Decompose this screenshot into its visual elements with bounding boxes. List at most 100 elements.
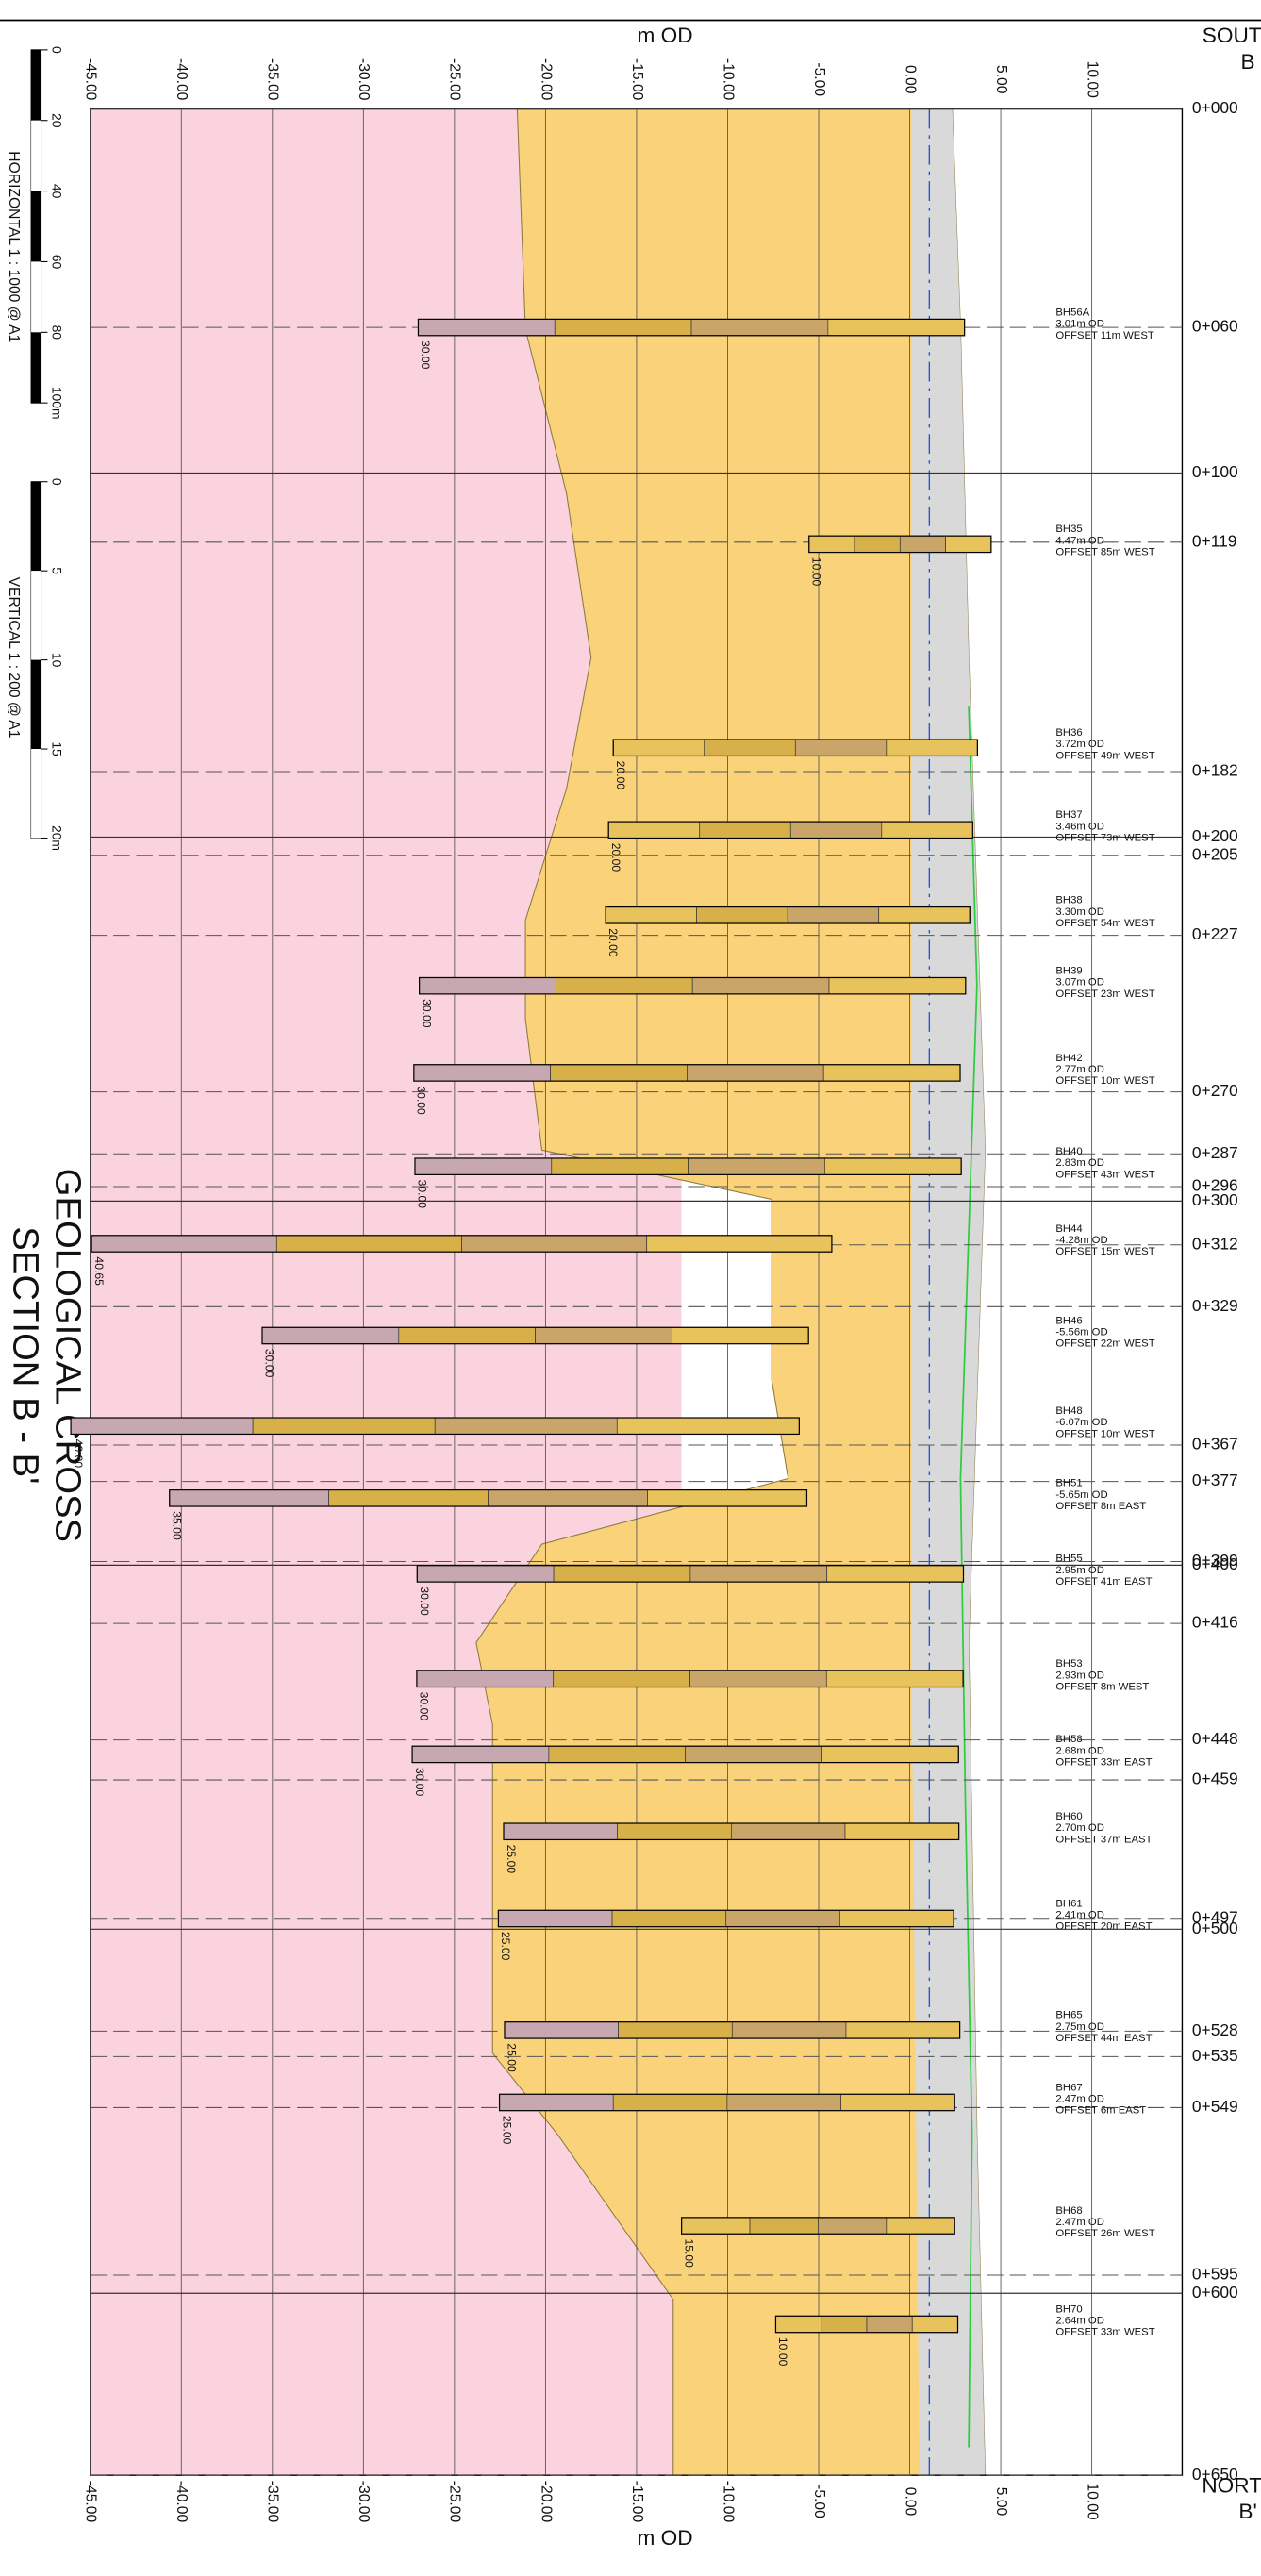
borehole-offset: OFFSET 20m EAST [1055, 1921, 1152, 1933]
scale-segment [31, 482, 41, 571]
south-label-section: B [1241, 50, 1255, 74]
borehole-stratum [648, 1490, 807, 1506]
borehole-stratum [253, 1418, 435, 1434]
scale-tick-label: 100m [50, 387, 65, 420]
borehole-offset: OFFSET 33m EAST [1055, 1757, 1152, 1769]
borehole-stratum [672, 1327, 808, 1343]
chainage-label: 0+182 [1192, 761, 1238, 780]
borehole-stratum [824, 1158, 961, 1174]
title-line: GEOLOGICAL CROSS [48, 1169, 89, 1542]
borehole-depth: 30.00 [413, 1768, 426, 1797]
od-tick-label-top: -5.00 [811, 62, 827, 96]
borehole-stratum [554, 1566, 690, 1582]
chainage-label: 0+300 [1192, 1190, 1238, 1209]
borehole-stratum [262, 1327, 399, 1343]
borehole-stratum [414, 1065, 551, 1081]
borehole-stratum [887, 740, 978, 756]
borehole-stratum [618, 1823, 732, 1839]
scale-segment [31, 121, 41, 191]
borehole-od: 2.83m OD [1055, 1157, 1103, 1169]
borehole-stratum [697, 907, 788, 923]
borehole-stratum [612, 1910, 726, 1926]
scale-segment [31, 332, 41, 403]
od-tick-label-top: 0.00 [902, 65, 918, 94]
od-tick-label-bottom: 10.00 [1084, 2483, 1100, 2519]
borehole-od: 2.47m OD [1055, 2217, 1103, 2228]
borehole-od: -6.07m OD [1055, 1417, 1107, 1428]
borehole-stratum [726, 1910, 840, 1926]
borehole-depth: 25.00 [506, 2043, 519, 2072]
borehole-depth: 25.00 [505, 1845, 518, 1874]
borehole-offset: OFFSET 41m EAST [1055, 1576, 1152, 1587]
borehole-stratum [417, 1670, 554, 1687]
chainage-label: 0+459 [1192, 1770, 1238, 1788]
borehole-name: BH70 [1055, 2303, 1082, 2315]
borehole-name: BH65 [1055, 2010, 1082, 2021]
borehole-offset: OFFSET 11m WEST [1055, 330, 1154, 341]
borehole-stratum [682, 2218, 750, 2234]
borehole-od: 2.95m OD [1055, 1565, 1103, 1576]
borehole-name: BH44 [1055, 1223, 1082, 1235]
borehole-depth: 40.65 [92, 1256, 106, 1286]
borehole-od: 3.07m OD [1055, 977, 1103, 989]
scale-segment [31, 50, 41, 121]
borehole-stratum [170, 1490, 329, 1506]
borehole-stratum [823, 1065, 960, 1081]
chainage-label: 0+100 [1192, 462, 1238, 481]
section-drawing: m OD m OD SOUTH B NORTH B' GEOLOGICAL CR… [0, 0, 1261, 2576]
borehole-stratum [790, 822, 882, 838]
borehole-depth: 25.00 [499, 1932, 512, 1961]
borehole-name: BH38 [1055, 895, 1082, 906]
borehole-name: BH58 [1055, 1734, 1082, 1745]
borehole-stratum [608, 822, 700, 838]
borehole-name: BH42 [1055, 1053, 1082, 1064]
page: m OD m OD SOUTH B NORTH B' GEOLOGICAL CR… [0, 0, 1261, 2576]
scale-segment [31, 261, 41, 332]
borehole-stratum [841, 2094, 955, 2110]
borehole-od: 2.64m OD [1055, 2316, 1103, 2327]
borehole-stratum [91, 1236, 276, 1252]
borehole-name: BH53 [1055, 1658, 1082, 1670]
borehole-stratum [613, 2094, 727, 2110]
borehole-stratum [689, 1158, 825, 1174]
borehole-depth: 35.00 [170, 1511, 183, 1540]
borehole-name: BH51 [1055, 1478, 1082, 1489]
borehole-depth: 40.00 [72, 1439, 85, 1469]
borehole-offset: OFFSET 6m EAST [1055, 2105, 1146, 2117]
borehole-od: 3.46m OD [1055, 821, 1103, 832]
borehole-offset: OFFSET 22m WEST [1055, 1338, 1154, 1350]
borehole-offset: OFFSET 49m WEST [1055, 750, 1154, 761]
borehole-depth: 20.00 [609, 843, 622, 873]
borehole-offset: OFFSET 85m WEST [1055, 547, 1154, 558]
borehole-name: BH61 [1055, 1898, 1082, 1909]
borehole-stratum [415, 1158, 552, 1174]
borehole-stratum [536, 1327, 672, 1343]
chainage-label: 0+535 [1192, 2046, 1238, 2065]
borehole-od: 4.47m OD [1055, 535, 1103, 546]
borehole-depth: 30.00 [415, 1086, 428, 1115]
chainage-label: 0+329 [1192, 1296, 1238, 1315]
chainage-label: 0+287 [1192, 1143, 1238, 1162]
scale-tick-label: 5 [50, 567, 65, 574]
borehole-depth: 30.00 [263, 1349, 276, 1378]
borehole-depth: 20.00 [614, 761, 627, 790]
borehole-stratum [705, 740, 796, 756]
borehole-offset: OFFSET 8m WEST [1055, 1682, 1149, 1693]
borehole-od: 2.68m OD [1055, 1745, 1103, 1756]
od-tick-label-top: -40.00 [174, 58, 190, 101]
borehole-offset: OFFSET 23m WEST [1055, 989, 1154, 1000]
borehole-stratum [276, 1236, 461, 1252]
borehole-stratum [826, 1670, 963, 1687]
borehole-depth: 10.00 [776, 2337, 789, 2367]
borehole-depth: 30.00 [420, 999, 433, 1028]
borehole-stratum [555, 319, 691, 335]
borehole-od: -5.56m OD [1055, 1326, 1107, 1338]
od-tick-label-bottom: -25.00 [447, 2481, 463, 2523]
chainage-label: 0+448 [1192, 1729, 1238, 1748]
borehole-stratum [613, 740, 705, 756]
borehole-od: 2.70m OD [1055, 1822, 1103, 1834]
borehole-offset: OFFSET 33m WEST [1055, 2327, 1154, 2338]
scale-segment [31, 660, 41, 749]
borehole-stratum [552, 1158, 689, 1174]
borehole-stratum [727, 2094, 841, 2110]
